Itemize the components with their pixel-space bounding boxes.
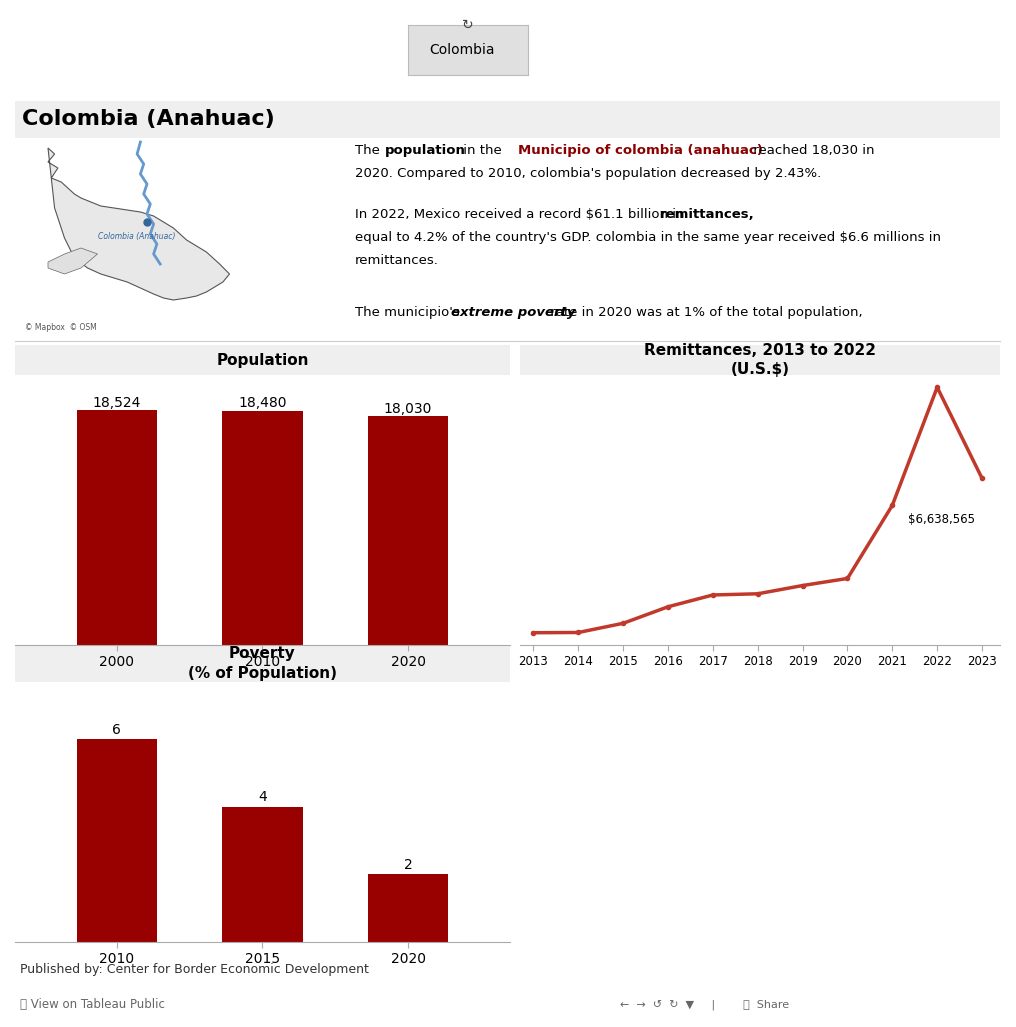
Text: $6,638,565: $6,638,565 [908, 512, 975, 526]
Text: 18,524: 18,524 [92, 395, 141, 410]
Text: Colombia (Anahuac): Colombia (Anahuac) [99, 232, 176, 241]
Text: extreme poverty: extreme poverty [451, 306, 575, 319]
Text: Municipio of colombia (anahuac): Municipio of colombia (anahuac) [518, 144, 763, 157]
Text: 2020. Compared to 2010, colombia's population decreased by 2.43%.: 2020. Compared to 2010, colombia's popul… [355, 167, 821, 180]
Text: remittances,: remittances, [660, 208, 755, 221]
Bar [223, 806, 303, 942]
Text: rate in 2020 was at 1% of the total population,: rate in 2020 was at 1% of the total popu… [547, 306, 863, 319]
Bar [77, 738, 156, 942]
Text: Population: Population [216, 352, 309, 368]
Text: Colombia: Colombia [429, 43, 495, 58]
Text: Colombia (Anahuac): Colombia (Anahuac) [22, 109, 274, 129]
Text: 2: 2 [403, 858, 412, 872]
Text: Remittances, 2013 to 2022
(U.S.$): Remittances, 2013 to 2022 (U.S.$) [644, 343, 876, 377]
Text: population: population [385, 144, 465, 157]
Text: reached 18,030 in: reached 18,030 in [749, 144, 874, 157]
Text: in the: in the [459, 144, 506, 157]
Bar [368, 874, 448, 942]
Text: The municipio's: The municipio's [355, 306, 464, 319]
Text: ←  →  ↺  ↻  ▼     |        ⭡  Share: ← → ↺ ↻ ▼ | ⭡ Share [620, 999, 789, 1011]
Text: Poverty
(% of Population): Poverty (% of Population) [188, 646, 337, 681]
Text: remittances.: remittances. [355, 254, 439, 267]
Text: 4: 4 [258, 790, 267, 804]
Bar [368, 417, 448, 645]
Polygon shape [48, 248, 98, 274]
Text: ↻: ↻ [462, 18, 473, 32]
Text: 6: 6 [113, 723, 121, 736]
Text: In 2022, Mexico received a record $61.1 billion in: In 2022, Mexico received a record $61.1 … [355, 208, 689, 221]
Text: equal to 4.2% of the country's GDP. colombia in the same year received $6.6 mill: equal to 4.2% of the country's GDP. colo… [355, 231, 941, 244]
Text: Published by: Center for Border Economic Development: Published by: Center for Border Economic… [20, 962, 369, 976]
Bar [77, 410, 156, 645]
Text: ⭐ View on Tableau Public: ⭐ View on Tableau Public [20, 998, 165, 1012]
Text: 18,480: 18,480 [238, 396, 287, 410]
Text: The: The [355, 144, 384, 157]
Bar [223, 411, 303, 645]
Polygon shape [48, 148, 230, 300]
Text: 18,030: 18,030 [384, 402, 432, 416]
Text: © Mapbox  © OSM: © Mapbox © OSM [25, 324, 97, 332]
